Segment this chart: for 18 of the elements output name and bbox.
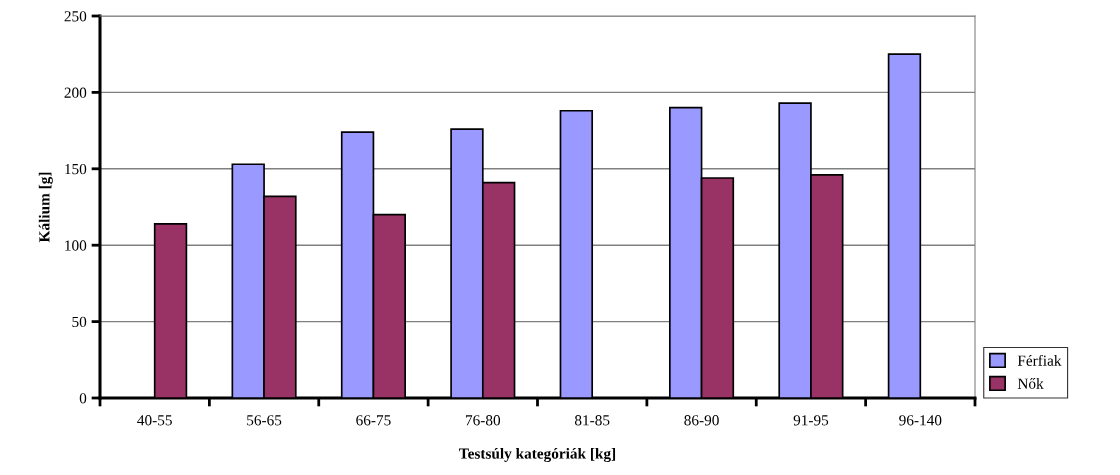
x-tick-label: 56-65 (247, 415, 282, 426)
x-axis-title: Testsúly kategóriák [kg] (459, 447, 616, 462)
y-tick-label: 0 (79, 393, 87, 404)
y-tick-label: 50 (72, 316, 87, 328)
x-tick-label: 96-140 (899, 415, 942, 426)
x-tick-label: 91-95 (793, 415, 829, 426)
y-tick-label: 200 (64, 87, 87, 98)
y-tick-label: 150 (65, 163, 87, 175)
y-axis-title: Kálium [g] (38, 172, 53, 243)
y-tick-label: 250 (64, 11, 87, 22)
x-tick-label: 86-90 (684, 415, 719, 426)
y-tick-label: 100 (65, 240, 87, 251)
x-tick-label: 66-75 (356, 415, 391, 426)
legend-label: Nők (1017, 378, 1044, 389)
x-tick-label: 40-55 (137, 415, 172, 426)
legend-label: Férfiak (1017, 354, 1062, 366)
x-tick-label: 76-80 (466, 415, 501, 426)
x-tick-label: 81-85 (574, 415, 610, 426)
